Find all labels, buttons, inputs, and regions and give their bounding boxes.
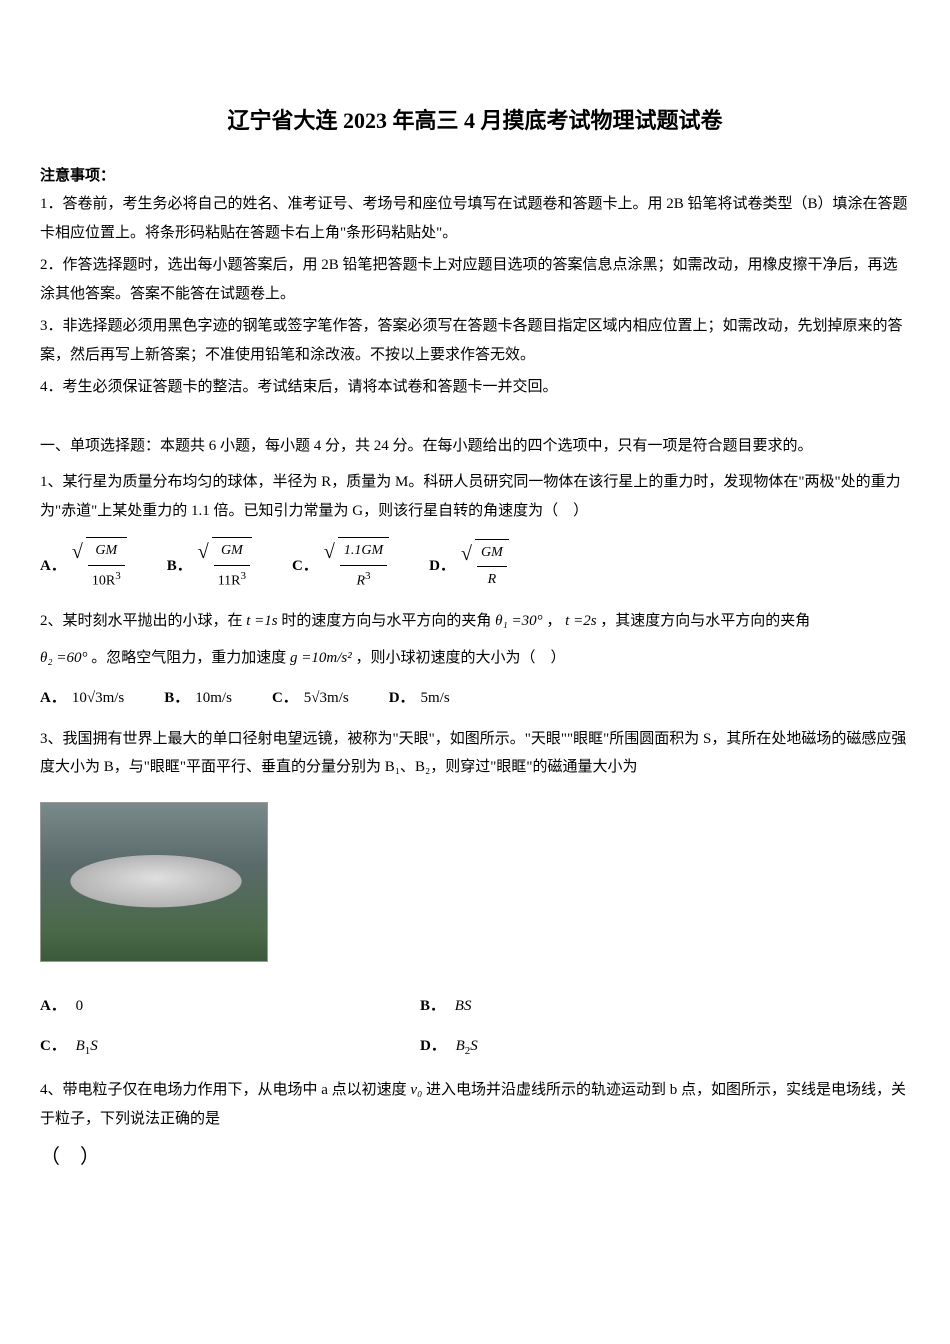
q2-theta1: θ₁ =30°: [495, 613, 542, 629]
q3-options: A． 0 B． BS C． B1S D． B2S: [40, 992, 910, 1062]
q2-option-c: C． 5√3m/s: [272, 684, 349, 713]
section-1-header: 一、单项选择题：本题共 6 小题，每小题 4 分，共 24 分。在每小题给出的四…: [40, 432, 910, 461]
option-value-pre: B: [76, 1038, 85, 1054]
frac-num: GM: [221, 543, 243, 558]
option-label: A．: [40, 998, 66, 1014]
option-value: 0: [76, 998, 84, 1014]
frac-num: 1.1GM: [344, 543, 383, 558]
option-label: D．: [389, 684, 415, 713]
option-label: B．: [167, 552, 192, 581]
q2-theta2: θ₂ =60°: [40, 650, 87, 666]
option-label: B．: [420, 998, 445, 1014]
q1-option-d: D． GM R: [429, 537, 509, 595]
notice-item-3: 3．非选择题必须用黑色字迹的钢笔或签字笔作答，答案必须写在答题卡各题目指定区域内…: [40, 312, 910, 369]
q3-option-c: C． B1S: [40, 1032, 420, 1062]
q2-text-a: 2、某时刻水平抛出的小球，在: [40, 613, 243, 629]
option-value: 5√3m/s: [304, 684, 349, 713]
q4-v0: v₀: [410, 1082, 422, 1098]
option-value: 10√3m/s: [72, 684, 124, 713]
page-title: 辽宁省大连 2023 年高三 4 月摸底考试物理试题试卷: [40, 100, 910, 142]
frac-den-sup: 3: [365, 570, 371, 582]
notice-item-1: 1．答卷前，考生务必将自己的姓名、准考证号、考场号和座位号填写在试题卷和答题卡上…: [40, 190, 910, 247]
q1-option-c: C． 1.1GM R3: [292, 537, 389, 595]
q3-option-d: D． B2S: [420, 1032, 800, 1062]
notice-item-4: 4．考生必须保证答题卡的整洁。考试结束后，请将本试卷和答题卡一并交回。: [40, 373, 910, 402]
question-1: 1、某行星为质量分布均匀的球体，半径为 R，质量为 M。科研人员研究同一物体在该…: [40, 468, 910, 525]
formula-sqrt: 1.1GM R3: [324, 537, 389, 595]
option-value: 10m/s: [195, 684, 232, 713]
question-4-continue: （ ）: [40, 1141, 910, 1179]
frac-num: GM: [481, 545, 503, 560]
frac-den: R: [488, 572, 497, 587]
option-value-post: S: [464, 998, 472, 1014]
q2-g: g =10m/s²: [290, 650, 352, 666]
q2-t1: t =1s: [246, 613, 277, 629]
formula-sqrt: GM 10R3: [72, 537, 127, 595]
formula-sqrt: GM 11R3: [198, 537, 252, 595]
q3-option-b: B． BS: [420, 992, 800, 1021]
option-label: A．: [40, 552, 66, 581]
frac-den: R: [356, 574, 365, 589]
telescope-image: [40, 802, 268, 962]
question-4: 4、带电粒子仅在电场力作用下，从电场中 a 点以初速度 v₀ 进入电场并沿虚线所…: [40, 1076, 910, 1133]
q4-paren: （ ）: [40, 1138, 100, 1176]
frac-den-sup: 3: [115, 570, 121, 582]
notice-item-2: 2．作答选择题时，选出每小题答案后，用 2B 铅笔把答题卡上对应题目选项的答案信…: [40, 251, 910, 308]
option-value-pre: B: [455, 998, 464, 1014]
q2-option-d: D． 5m/s: [389, 684, 450, 713]
option-label: A．: [40, 684, 66, 713]
frac-den: 10R: [92, 574, 115, 589]
option-value-pre: B: [456, 1038, 465, 1054]
q2-text-c: ，: [546, 613, 561, 629]
telescope-dish: [59, 855, 253, 907]
q2-text-f: ，则小球初速度的大小为（ ）: [355, 650, 565, 666]
option-value-post: S: [90, 1038, 98, 1054]
q2-text-d: ，其速度方向与水平方向的夹角: [600, 613, 810, 629]
option-label: C．: [272, 684, 298, 713]
frac-num: GM: [95, 543, 117, 558]
q1-option-b: B． GM 11R3: [167, 537, 252, 595]
q1-option-a: A． GM 10R3: [40, 537, 127, 595]
q4-text-a: 4、带电粒子仅在电场力作用下，从电场中 a 点以初速度: [40, 1082, 407, 1098]
q2-text-b: 时的速度方向与水平方向的夹角: [281, 613, 491, 629]
option-label: B．: [164, 684, 189, 713]
option-value: 5m/s: [421, 684, 450, 713]
formula-sqrt: GM R: [461, 539, 509, 594]
option-label: D．: [420, 1038, 446, 1054]
q2-options: A． 10√3m/s B． 10m/s C． 5√3m/s D． 5m/s: [40, 684, 910, 713]
option-label: C．: [292, 552, 318, 581]
q2-t2: t =2s: [565, 613, 596, 629]
option-label: C．: [40, 1038, 66, 1054]
q2-text-e: 。忽略空气阻力，重力加速度: [91, 650, 286, 666]
q2-option-b: B． 10m/s: [164, 684, 232, 713]
q2-option-a: A． 10√3m/s: [40, 684, 124, 713]
notice-header: 注意事项：: [40, 162, 910, 191]
question-2: 2、某时刻水平抛出的小球，在 t =1s 时的速度方向与水平方向的夹角 θ₁ =…: [40, 607, 910, 636]
q1-options: A． GM 10R3 B． GM 11R3 C．: [40, 537, 910, 595]
frac-den: 11R: [218, 574, 241, 589]
option-value-post: S: [470, 1038, 478, 1054]
question-2-continue: θ₂ =60° 。忽略空气阻力，重力加速度 g =10m/s² ，则小球初速度的…: [40, 644, 910, 673]
frac-den-sup: 3: [241, 570, 247, 582]
q3-option-a: A． 0: [40, 992, 420, 1021]
option-label: D．: [429, 552, 455, 581]
question-3: 3、我国拥有世界上最大的单口径射电望远镜，被称为"天眼"，如图所示。"天眼""眼…: [40, 725, 910, 782]
